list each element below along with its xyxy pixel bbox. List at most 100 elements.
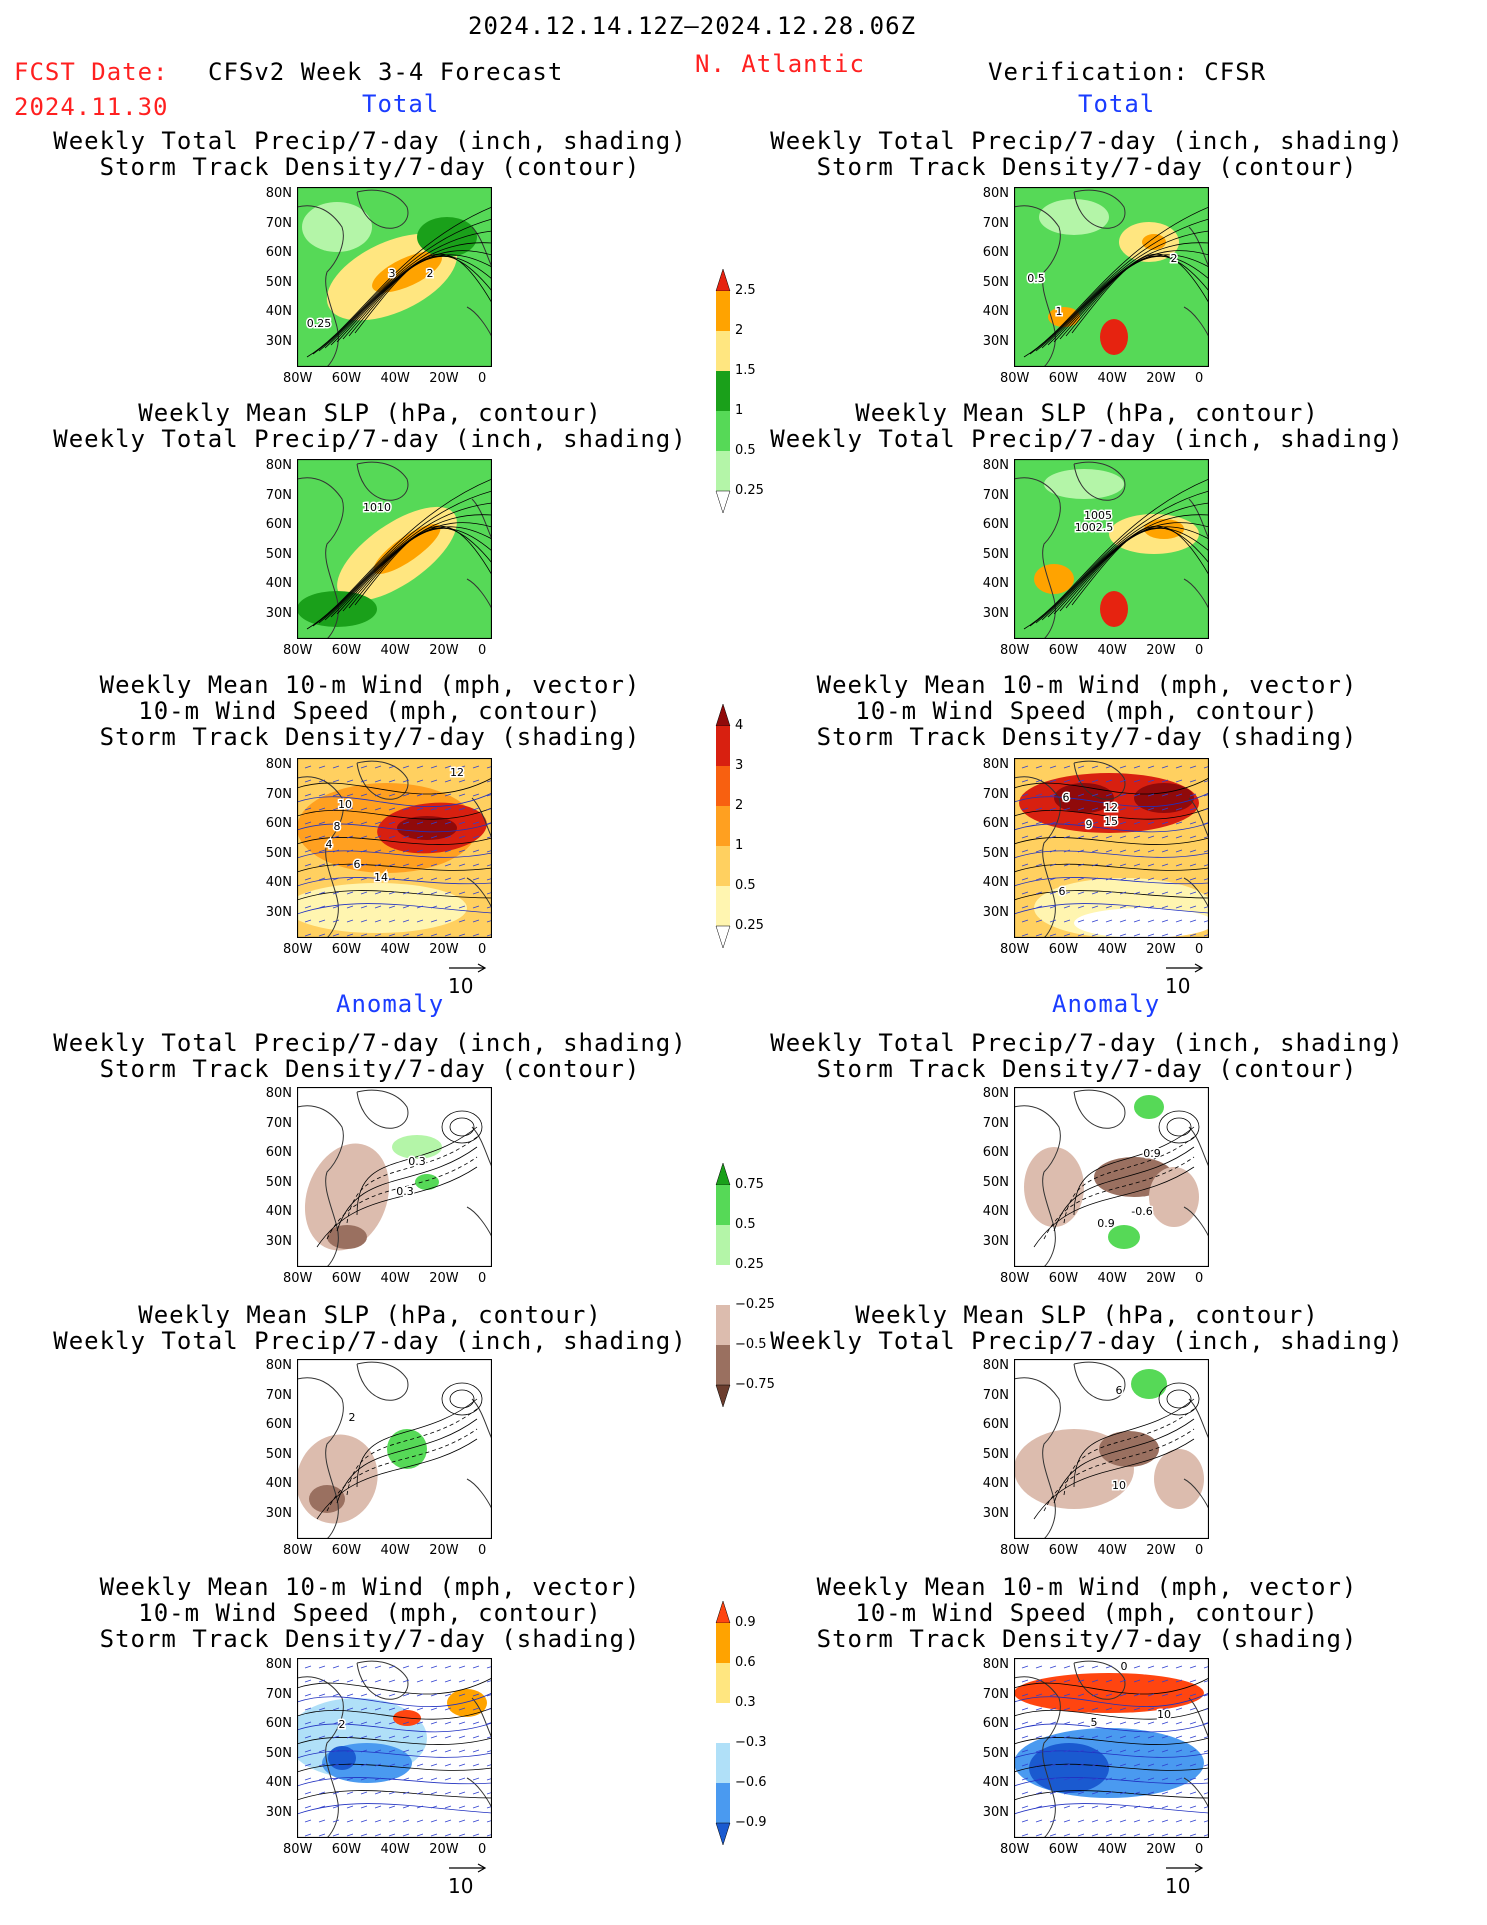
fcst-date-label: FCST Date: <box>14 58 169 86</box>
lon-tick-label: 0 <box>478 942 487 957</box>
colorbar-tick-label: 0.6 <box>735 1655 756 1670</box>
lon-tick-label: 80W <box>283 942 313 957</box>
colorbar-segment <box>715 1822 731 1846</box>
lat-tick-label: 60N <box>982 1145 1009 1160</box>
lat-tick-label: 30N <box>265 1505 292 1521</box>
wind-vectors <box>304 1665 494 1837</box>
lon-tick-label: 60W <box>331 942 362 957</box>
lat-tick-label: 50N <box>265 845 292 861</box>
colorbar-segment <box>716 411 730 451</box>
contour-lines <box>306 478 493 630</box>
lat-tick-label: 50N <box>982 845 1009 861</box>
lon-tick-label: 20W <box>1146 1842 1176 1857</box>
contour-label: 0 <box>1121 1660 1128 1673</box>
contour-label: 1010 <box>363 501 391 514</box>
shading-region <box>304 1143 390 1251</box>
map-panel-verif-total-slp: 1005 1002.5 80N 70N 60N 50N 40N 30N 80W 60W 40W 20W… <box>983 458 1210 658</box>
contour-label: 14 <box>374 871 388 884</box>
lon-tick-label: 20W <box>1146 942 1176 957</box>
lon-tick-label: 40W <box>1097 1543 1127 1558</box>
colorbar-segment <box>716 806 730 846</box>
lon-tick-label: 20W <box>1146 1271 1176 1286</box>
shading-region <box>1099 1431 1159 1467</box>
verification-label: Verification: CFSR <box>988 58 1267 86</box>
shading-region <box>1134 1095 1164 1119</box>
panel-title-fcst-anom-wind: Weekly Mean 10-m Wind (mph, vector) 10-m … <box>99 1573 641 1653</box>
lat-tick-label: 60N <box>265 1145 292 1160</box>
shading-region <box>1034 564 1074 594</box>
lat-tick-label: 60N <box>982 245 1009 260</box>
map-panel-fcst-total-wind: 12 10 8 4 6 14 80N 70N 60N 50N 40N 30N 80W 60W 40W 20W 0 <box>266 757 494 957</box>
panel-title-fcst-anom-slp: Weekly Mean SLP (hPa, contour) Weekly Tot… <box>53 1301 687 1355</box>
lat-tick-label: 80N <box>982 186 1009 201</box>
lat-tick-label: 80N <box>265 1657 292 1672</box>
lat-tick-label: 50N <box>265 1745 292 1761</box>
contour-label: 2 <box>1171 252 1178 265</box>
panel-title-verif-anom-slp: Weekly Mean SLP (hPa, contour) Weekly Tot… <box>770 1301 1404 1355</box>
colorbar-tick-label: −0.75 <box>735 1377 775 1392</box>
lat-tick-label: 40N <box>265 304 292 319</box>
map-canvas: 0.3 0.3 <box>296 1086 493 1268</box>
lon-tick-label: 60W <box>331 1271 362 1286</box>
contour-lines <box>296 777 493 915</box>
colorbar-segment <box>715 268 731 292</box>
colorbar-segment <box>716 331 730 371</box>
contour-label: 2 <box>427 267 434 280</box>
contour-label: 6 <box>1063 791 1070 804</box>
contour-label: 4 <box>326 838 333 851</box>
lon-tick-label: 60W <box>331 1543 362 1558</box>
lon-tick-label: 80W <box>1000 942 1030 957</box>
contour-label: 6 <box>1059 885 1066 898</box>
region-label: N. Atlantic <box>695 50 865 78</box>
map-canvas: 20.51 <box>1013 186 1210 368</box>
lat-tick-label: 50N <box>982 274 1009 290</box>
verif-anomaly-label: Anomaly <box>1052 990 1161 1018</box>
map-panel-verif-total-wind: 6 12 9 15 6 80N 70N 60N 50N 40N 30N 80W 60W 40W 20W 0 <box>983 757 1214 957</box>
lat-tick-label: 70N <box>982 786 1009 802</box>
lon-tick-label: 40W <box>1097 1842 1127 1857</box>
lat-tick-label: 60N <box>982 816 1009 831</box>
shading-region <box>1142 234 1166 250</box>
contour-label: 6 <box>1116 1384 1123 1397</box>
colorbar-tick-label: 0.25 <box>735 483 764 498</box>
lon-tick-label: 20W <box>1146 1543 1176 1558</box>
lat-tick-label: 80N <box>265 757 292 772</box>
shading-region <box>328 1746 356 1770</box>
colorbar-tick-label: 0.3 <box>735 1695 756 1710</box>
shading-region <box>1108 1225 1140 1249</box>
vector-ref-value: 10 <box>1165 1874 1191 1898</box>
lat-tick-label: 30N <box>982 1505 1009 1521</box>
contour-label: 0.3 <box>396 1185 414 1198</box>
lon-tick-label: 40W <box>380 1842 410 1857</box>
vector-ref-value: 10 <box>448 1874 474 1898</box>
lon-tick-label: 60W <box>1048 643 1079 658</box>
contour-label: 0.5 <box>1027 272 1045 285</box>
lon-tick-label: 60W <box>1048 1271 1079 1286</box>
contour-label: 10 <box>338 798 352 811</box>
fcst-total-label: Total <box>362 90 440 118</box>
lat-tick-label: 80N <box>265 1358 292 1373</box>
lon-tick-label: 20W <box>429 1842 459 1857</box>
lat-tick-label: 40N <box>265 1775 292 1790</box>
lat-tick-label: 80N <box>265 186 292 201</box>
colorbar-tick-label: 0.25 <box>735 1257 764 1272</box>
lat-tick-label: 80N <box>265 1086 292 1101</box>
lon-tick-label: 40W <box>380 942 410 957</box>
shading-region <box>1024 1147 1084 1227</box>
contour-lines <box>1013 777 1210 915</box>
colorbar-tick-label: 0.5 <box>735 443 756 458</box>
shading-region <box>372 251 442 293</box>
lat-tick-label: 30N <box>265 904 292 920</box>
colorbar-tick-label: 2.5 <box>735 283 756 298</box>
lon-tick-label: 0 <box>478 371 487 386</box>
colorbar-segment <box>716 1623 730 1663</box>
lat-tick-label: 80N <box>982 1657 1009 1672</box>
lon-tick-label: 80W <box>283 1842 313 1857</box>
colorbar-tick-label: −0.9 <box>735 1815 767 1830</box>
lat-tick-label: 40N <box>982 304 1009 319</box>
shading-region <box>1074 908 1214 938</box>
lon-tick-label: 40W <box>380 643 410 658</box>
vector-ref-verif-total: 10 <box>1165 962 1205 998</box>
shading-region <box>1100 319 1128 355</box>
